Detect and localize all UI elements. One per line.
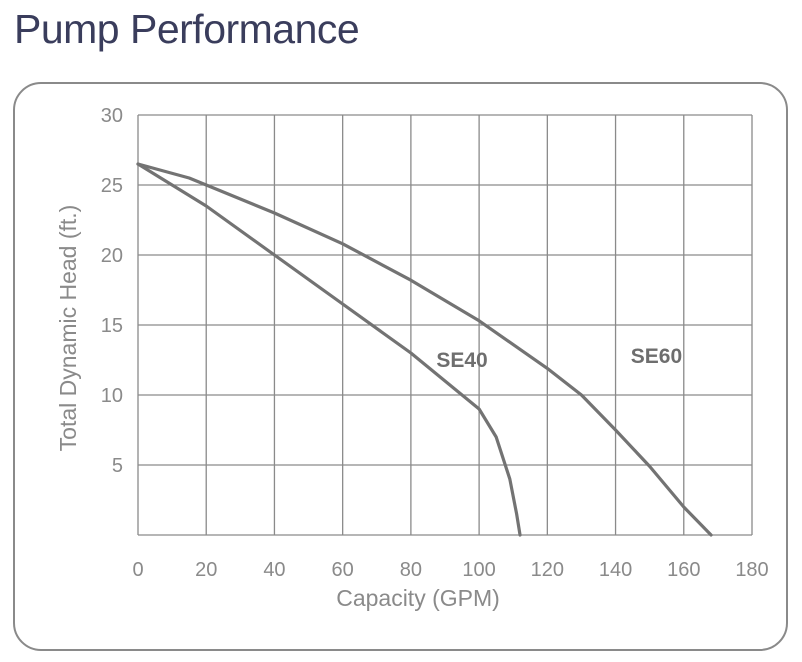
x-tick-label: 80 — [400, 559, 422, 581]
y-axis-label: Total Dynamic Head (ft.) — [55, 205, 81, 452]
y-tick-label: 10 — [101, 385, 123, 407]
y-tick-label: 5 — [112, 455, 123, 477]
page-title: Pump Performance — [14, 6, 360, 52]
series-label-se60: SE60 — [631, 345, 682, 368]
series-label-se40: SE40 — [436, 349, 487, 372]
x-tick-label: 60 — [332, 559, 354, 581]
x-tick-label: 120 — [531, 559, 564, 581]
x-tick-label: 100 — [462, 559, 495, 581]
y-tick-label: 25 — [101, 175, 123, 197]
series-labels: SE40 SE60 — [436, 345, 682, 372]
x-axis-label: Capacity (GPM) — [336, 585, 500, 611]
y-tick-label: 30 — [101, 105, 123, 127]
series-lines — [136, 162, 713, 537]
series-line-se60 — [136, 162, 713, 537]
tick-labels: 0 20 40 60 80 100 120 140 160 180 5 10 15 20 25 30 — [101, 105, 769, 581]
x-tick-label: 140 — [599, 559, 632, 581]
x-tick-label: 180 — [735, 559, 768, 581]
grid — [137, 114, 753, 536]
x-tick-label: 160 — [667, 559, 700, 581]
chart-frame — [13, 82, 788, 651]
y-tick-label: 20 — [101, 245, 123, 267]
y-tick-label: 15 — [101, 315, 123, 337]
x-tick-label: 20 — [195, 559, 217, 581]
x-tick-label: 0 — [132, 559, 143, 581]
series-line-se40 — [136, 162, 522, 537]
x-tick-label: 40 — [263, 559, 285, 581]
